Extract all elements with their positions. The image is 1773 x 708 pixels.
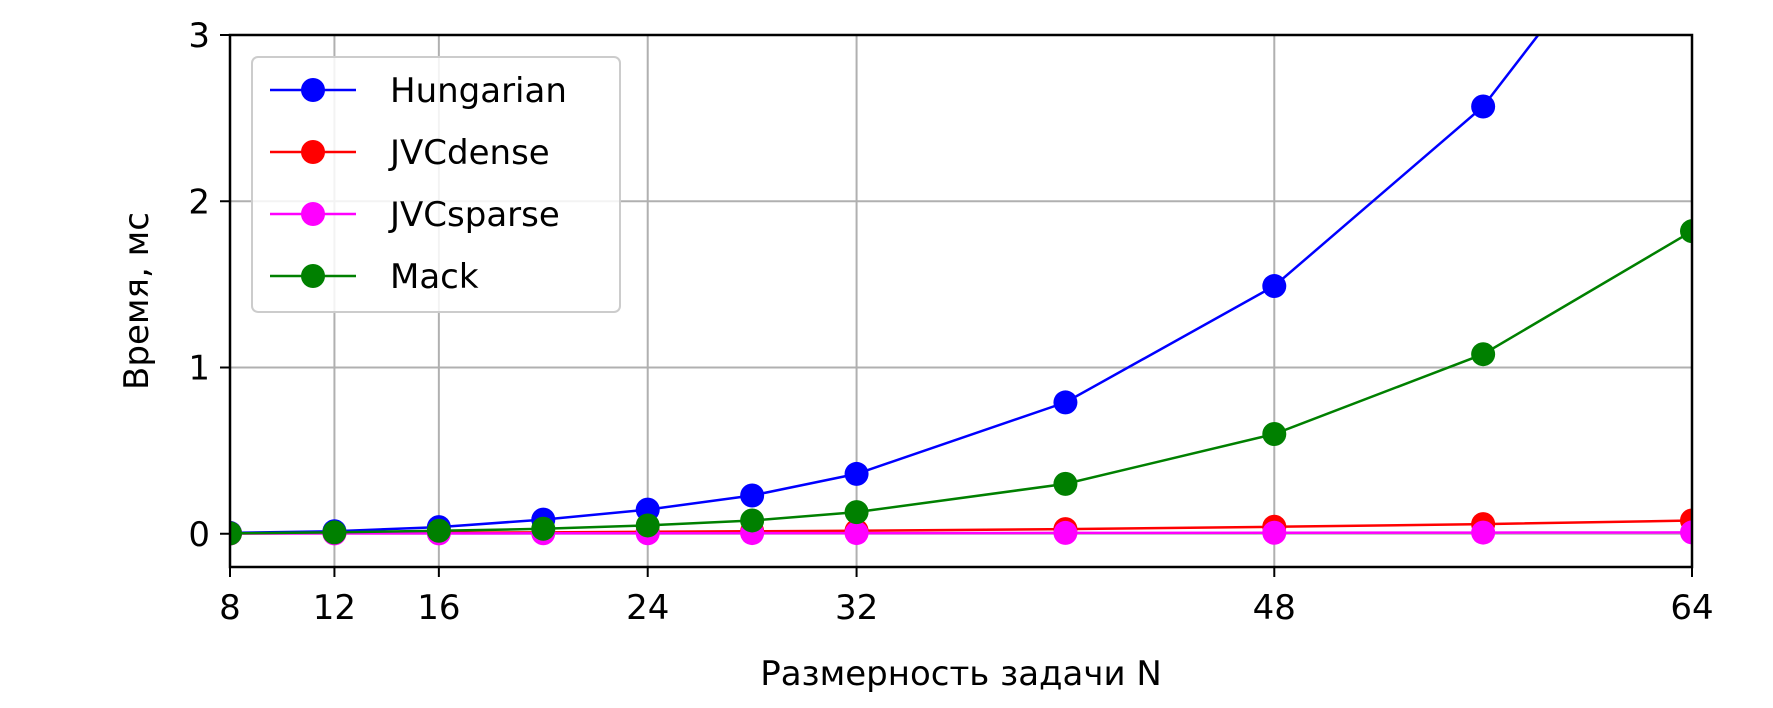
x-tick-label: 8 [219,588,241,628]
data-point-jvcsparse [1471,520,1496,545]
data-point-jvcsparse [1262,520,1287,545]
data-point-hungarian [844,461,869,486]
data-point-mack [322,520,347,545]
series-mack [230,219,1692,546]
data-point-mack [635,513,660,538]
legend-swatch-marker [301,264,325,288]
legend-swatch-marker [301,78,325,102]
x-axis-ticks: 8 12 16 24 32 48 64 [219,567,1714,628]
data-point-mack [844,500,869,525]
legend-item-jvcsparse: JVCsparse [270,195,560,235]
series-layer [230,35,1692,546]
plot-frame [228,33,1694,569]
data-point-hungarian [1053,390,1078,415]
data-point-mack [1680,219,1692,244]
data-point-jvcsparse [1053,520,1078,545]
x-tick-label: 16 [417,588,460,628]
legend-label: JVCdense [388,133,550,173]
data-point-mack [1471,342,1496,367]
legend-swatch-marker [301,202,325,226]
y-axis-label: Время, мс [117,212,157,390]
data-point-mack [1262,422,1287,446]
legend-item-hungarian: Hungarian [270,71,567,111]
legend-label: JVCsparse [388,195,560,235]
x-tick-label: 32 [835,588,878,628]
legend-item-jvcdense: JVCdense [270,133,550,173]
data-point-jvcsparse [1680,520,1692,545]
y-tick-label: 1 [188,349,210,389]
data-point-mack [531,516,556,541]
data-point-hungarian [1471,94,1496,119]
data-point-jvcsparse [844,521,869,546]
legend-label: Mack [390,257,479,297]
x-tick-label: 48 [1253,588,1296,628]
legend-swatch-marker [301,140,325,164]
data-point-hungarian [740,483,765,508]
x-tick-label: 12 [313,588,356,628]
y-axis-ticks: 0 1 2 3 [188,16,230,555]
x-tick-label: 64 [1670,588,1713,628]
data-point-mack [230,521,242,546]
x-axis-label: Размерность задачи N [760,654,1162,694]
data-point-hungarian [1262,274,1287,299]
data-point-mack [740,508,765,533]
data-point-mack [1053,471,1078,496]
y-tick-label: 2 [188,182,210,222]
data-point-mack [426,518,451,543]
y-tick-label: 0 [188,515,210,555]
legend-frame [251,56,621,313]
legend: Hungarian JVCdense JVCsparse Mack [251,56,621,313]
x-tick-label: 24 [626,588,669,628]
legend-label: Hungarian [390,71,567,111]
y-tick-label: 3 [188,16,210,56]
legend-item-mack: Mack [270,257,479,297]
